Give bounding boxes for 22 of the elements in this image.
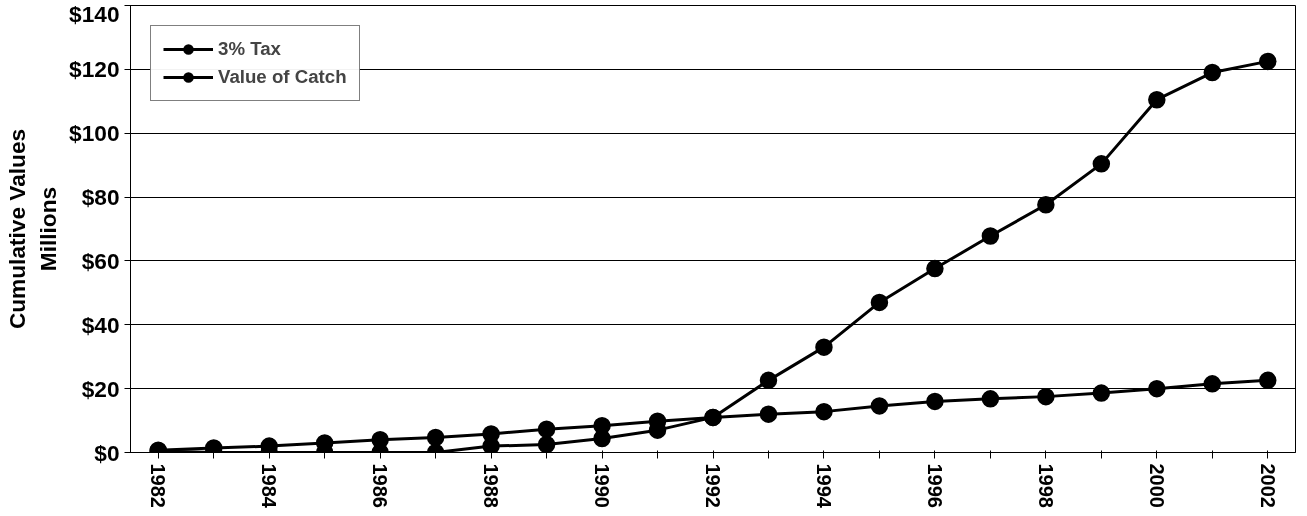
- legend-label: 3% Tax: [218, 38, 281, 60]
- y-tick-label: $80: [81, 184, 120, 211]
- y-tick-label: $140: [69, 0, 120, 27]
- x-tick-label: 2002: [1256, 463, 1279, 508]
- x-tick-label: 1998: [1034, 463, 1057, 508]
- x-tick-label: 2000: [1145, 463, 1168, 508]
- y-tick-label: $100: [69, 120, 120, 147]
- x-tick-label: 1984: [258, 463, 281, 509]
- x-tick-label: 1996: [923, 463, 946, 508]
- y-tick-label: $120: [69, 56, 120, 83]
- y-tick-label: $20: [81, 375, 120, 402]
- x-tick-label: 1994: [812, 463, 835, 509]
- y-axis-title: Cumulative Values Millions: [3, 128, 62, 330]
- x-tick-label: 1982: [147, 463, 170, 508]
- y-tick-label: $0: [94, 439, 120, 466]
- x-tick-label: 1986: [369, 463, 392, 508]
- x-tick-label: 1988: [480, 463, 503, 508]
- x-tick-label: 1990: [591, 463, 614, 508]
- legend-label: Value of Catch: [218, 66, 347, 88]
- y-tick-label: $60: [81, 247, 120, 274]
- x-tick-label: 1992: [702, 463, 724, 508]
- y-tick-label: $40: [81, 311, 120, 338]
